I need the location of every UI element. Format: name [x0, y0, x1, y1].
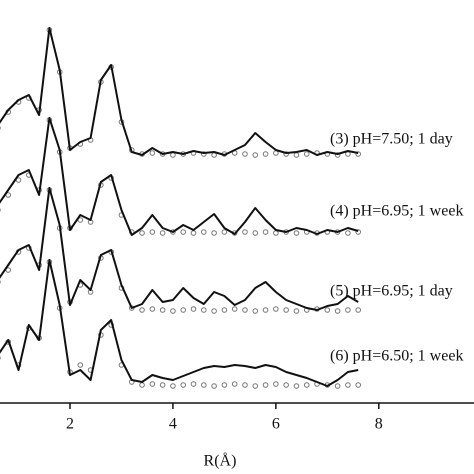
fit-point	[273, 381, 279, 387]
x-axis-label: R(Å)	[204, 452, 237, 470]
fit-point	[252, 152, 259, 158]
fit-point	[293, 152, 300, 158]
fit-point	[293, 308, 300, 314]
fit-point	[149, 229, 156, 235]
data-line	[0, 187, 359, 311]
fit-point	[159, 307, 166, 313]
fit-point	[190, 381, 197, 387]
fit-point	[159, 230, 166, 236]
fit-point	[252, 308, 259, 314]
fit-point	[242, 307, 248, 313]
fit-point	[262, 307, 269, 313]
fit-point	[262, 229, 269, 235]
fit-point	[221, 382, 228, 388]
fit-point	[355, 307, 362, 313]
fit-point	[139, 382, 145, 388]
fit-point	[139, 230, 145, 236]
fit-point	[334, 383, 341, 389]
fit-point	[170, 383, 176, 389]
fit-point	[262, 151, 269, 157]
fit-point	[201, 307, 207, 313]
fit-point	[345, 307, 351, 313]
fit-point	[211, 308, 217, 314]
fit-point	[273, 306, 279, 312]
data-line	[0, 259, 359, 387]
fit-point	[231, 381, 238, 387]
fit-point	[190, 230, 197, 236]
x-tick-label: 2	[66, 416, 74, 433]
fit-point	[283, 151, 289, 157]
fit-point	[334, 152, 341, 158]
fit-point	[159, 382, 166, 388]
fit-point	[77, 362, 84, 368]
fit-point	[190, 306, 197, 312]
fit-point	[293, 383, 300, 389]
fit-point	[180, 229, 187, 235]
fit-point	[273, 230, 279, 236]
data-line	[0, 27, 359, 156]
fit-point	[283, 307, 289, 313]
fit-point	[242, 229, 248, 235]
fit-point	[324, 307, 331, 313]
x-tick-label: 6	[272, 416, 280, 433]
fit-point	[231, 306, 238, 312]
curve-label: (5) pH=6.95; 1 day	[330, 283, 453, 300]
fit-point	[149, 381, 156, 387]
fit-point	[149, 306, 156, 312]
fit-point	[201, 382, 207, 388]
fit-point	[334, 308, 341, 314]
fit-point	[211, 383, 217, 389]
fit-point	[345, 230, 351, 236]
curve-label: (6) pH=6.50; 1 week	[330, 348, 463, 365]
x-tick-label: 8	[375, 416, 383, 433]
fit-point	[211, 230, 217, 236]
fit-point	[303, 151, 310, 157]
fit-point	[180, 307, 187, 313]
curve-label: (3) pH=7.50; 1 day	[330, 131, 453, 148]
fit-point	[201, 151, 207, 157]
fit-point	[242, 151, 248, 157]
fit-point	[283, 382, 289, 388]
curve-label: (4) pH=6.95; 1 week	[330, 203, 463, 220]
fit-point	[252, 230, 259, 236]
fit-point	[221, 229, 228, 235]
fit-point	[355, 151, 362, 157]
fit-point	[221, 307, 228, 313]
fit-point	[139, 307, 145, 313]
fit-point	[149, 150, 156, 156]
fit-point	[293, 230, 300, 236]
fit-point	[242, 382, 248, 388]
fit-point	[262, 382, 269, 388]
fit-point	[355, 382, 362, 388]
fit-point	[201, 229, 207, 235]
fit-point	[303, 382, 310, 388]
fit-point	[170, 152, 176, 158]
x-tick-label: 4	[169, 416, 177, 433]
fit-point	[170, 308, 176, 314]
fit-point	[252, 383, 259, 389]
fit-point	[355, 229, 362, 235]
data-line	[0, 117, 359, 236]
fit-point	[345, 382, 351, 388]
fit-point	[180, 382, 187, 388]
